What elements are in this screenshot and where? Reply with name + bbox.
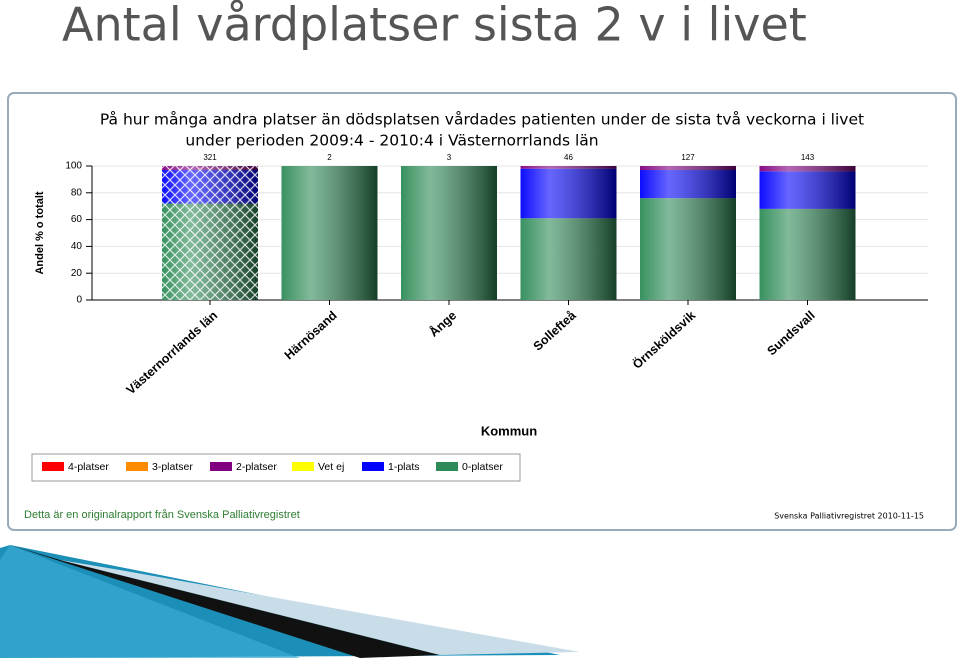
count-label: 46 <box>564 153 573 162</box>
bar-shine <box>281 166 378 300</box>
legend-swatch <box>292 462 314 471</box>
chart-title: På hur många andra platser än dödsplatse… <box>100 111 864 129</box>
decoration <box>60 560 580 655</box>
legend-swatch <box>210 462 232 471</box>
y-axis-label: Andel % o totalt <box>34 191 46 274</box>
slide-title: Antal vårdplatser sista 2 v i livet <box>62 0 807 52</box>
count-label: 127 <box>681 153 695 162</box>
legend-swatch <box>126 462 148 471</box>
chart-title: under perioden 2009:4 - 2010:4 i Västern… <box>185 132 598 150</box>
y-tick-label: 0 <box>76 295 82 306</box>
y-tick-label: 80 <box>71 187 83 198</box>
y-tick-label: 40 <box>71 241 83 252</box>
bar-hatch <box>162 166 258 300</box>
footer-right: Svenska Palliativregistret 2010-11-15 <box>774 512 924 521</box>
count-label: 143 <box>801 153 815 162</box>
bar-shine <box>640 166 736 300</box>
count-label: 321 <box>203 153 217 162</box>
y-tick-label: 20 <box>71 268 83 279</box>
legend-swatch <box>42 462 64 471</box>
legend-label: 2-platser <box>236 461 277 473</box>
decoration <box>0 545 300 658</box>
legend-label: 3-platser <box>152 461 193 473</box>
legend-label: 0-platser <box>462 461 503 473</box>
x-axis-label: Kommun <box>481 423 537 438</box>
y-tick-label: 100 <box>65 161 82 172</box>
bar-shine <box>759 166 856 300</box>
count-label: 2 <box>327 153 332 162</box>
legend-swatch <box>362 462 384 471</box>
decoration <box>10 545 440 658</box>
y-tick-label: 60 <box>71 214 83 225</box>
legend-label: 4-platser <box>68 461 109 473</box>
legend-swatch <box>436 462 458 471</box>
footer-left: Detta är en originalrapport från Svenska… <box>24 509 300 521</box>
legend-label: Vet ej <box>318 461 344 473</box>
bar-shine <box>401 166 497 300</box>
bar-shine <box>520 166 617 300</box>
count-label: 3 <box>447 153 452 162</box>
legend-label: 1-plats <box>388 461 420 473</box>
